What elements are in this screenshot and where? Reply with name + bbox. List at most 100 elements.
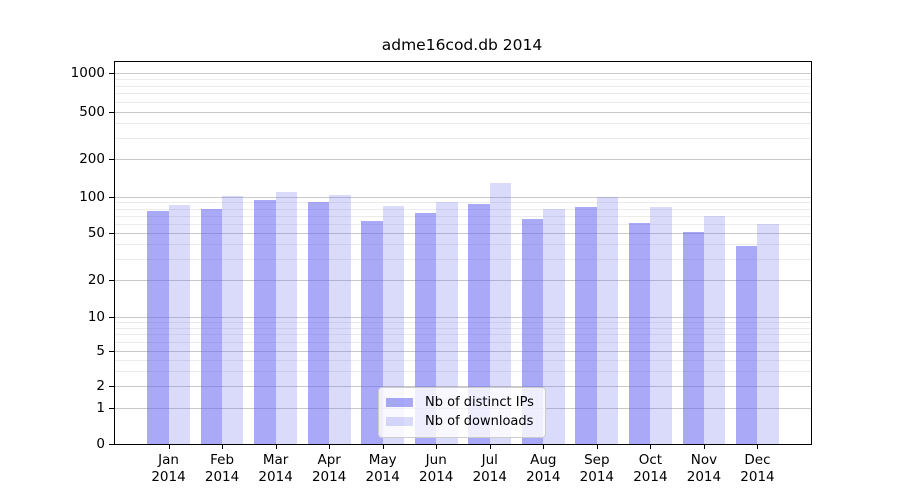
- x-axis-tick: [596, 444, 598, 449]
- y-axis-tick-label: 20: [87, 272, 105, 288]
- x-axis-tick: [436, 444, 438, 449]
- bar-downloads: [382, 206, 405, 444]
- gridline-minor: [115, 370, 811, 372]
- chart-title: adme16cod.db 2014: [381, 36, 543, 54]
- x-axis-tick: [650, 444, 652, 449]
- bar-distinct-ips: [254, 199, 276, 444]
- legend-label-distinct-ips: Nb of distinct IPs: [425, 395, 534, 410]
- gridline-minor: [115, 138, 811, 140]
- bar-downloads: [650, 206, 672, 444]
- bar-downloads: [703, 216, 726, 444]
- x-axis-tick: [168, 444, 170, 449]
- y-axis-tick-label: 1: [96, 400, 105, 416]
- y-axis-tick: [109, 197, 115, 198]
- legend-item-distinct-ips: Nb of distinct IPs: [379, 393, 545, 412]
- gridline-minor: [115, 123, 811, 125]
- y-axis-tick-label: 500: [79, 104, 105, 120]
- gridline-major: [115, 159, 811, 160]
- gridline-minor: [115, 101, 811, 103]
- x-axis-tick-label: May 2014: [365, 452, 400, 485]
- gridline-minor: [115, 215, 811, 217]
- legend-item-downloads: Nb of downloads: [379, 412, 545, 431]
- gridline-major: [115, 280, 811, 281]
- y-axis-tick-label: 100: [79, 189, 105, 205]
- x-axis-tick-label: Jan 2014: [151, 452, 186, 485]
- legend-label-downloads: Nb of downloads: [425, 414, 534, 429]
- x-axis-tick: [757, 444, 759, 449]
- x-axis-tick-label: Apr 2014: [311, 452, 347, 485]
- bar-downloads: [329, 195, 351, 444]
- bar-distinct-ips: [575, 206, 597, 444]
- y-axis-tick-label: 0: [96, 436, 105, 452]
- y-axis-tick-label: 2: [96, 378, 105, 394]
- bar-distinct-ips: [628, 222, 651, 444]
- y-axis-tick: [109, 159, 115, 160]
- gridline-minor: [115, 334, 811, 336]
- gridline-major: [115, 386, 811, 387]
- x-axis-tick: [543, 444, 545, 449]
- bar-downloads: [757, 224, 779, 444]
- gridline-minor: [115, 85, 811, 87]
- bar-downloads: [543, 208, 565, 444]
- y-axis-tick: [109, 317, 115, 318]
- legend: Nb of distinct IPs Nb of downloads: [378, 387, 546, 438]
- y-axis-tick: [109, 112, 115, 113]
- plot-area: Nb of distinct IPs Nb of downloads 0 1 2 5 1…: [71, 61, 812, 485]
- gridline-major: [115, 73, 811, 74]
- y-axis-tick: [109, 280, 115, 281]
- x-axis-tick: [489, 444, 491, 449]
- x-axis-tick: [275, 444, 277, 449]
- bar-distinct-ips: [414, 213, 437, 444]
- gridline-minor: [115, 78, 811, 80]
- y-axis-tick: [109, 73, 115, 74]
- gridline-minor: [115, 259, 811, 261]
- bar-downloads: [596, 197, 619, 444]
- y-axis-tick-label: 200: [79, 151, 105, 167]
- x-axis-tick-label: Jul 2014: [472, 452, 507, 485]
- bar-distinct-ips: [468, 204, 490, 444]
- bar-downloads: [222, 196, 244, 444]
- gridline-major: [115, 197, 811, 198]
- x-axis-tick-label: Oct 2014: [633, 452, 668, 485]
- bar-downloads: [436, 201, 458, 444]
- bar-downloads: [275, 191, 298, 444]
- x-axis-tick-label: Nov 2014: [686, 452, 722, 485]
- y-axis-tick-label: 50: [87, 225, 105, 241]
- x-axis-tick: [382, 444, 384, 449]
- x-axis-tick: [329, 444, 331, 449]
- bar-distinct-ips: [736, 245, 758, 444]
- legend-swatch-distinct-ips: [386, 398, 413, 407]
- x-axis-tick-label: Mar 2014: [258, 452, 293, 485]
- gridline-major: [115, 317, 811, 318]
- gridline-minor: [115, 244, 811, 246]
- gridline-major: [115, 112, 811, 113]
- gridline-major: [115, 233, 811, 234]
- bar-distinct-ips: [307, 202, 330, 444]
- gridline-major: [115, 351, 811, 352]
- bar-distinct-ips: [682, 231, 704, 444]
- y-axis-tick: [109, 351, 115, 352]
- bar-distinct-ips: [147, 211, 169, 444]
- y-axis-tick-label: 5: [96, 343, 105, 359]
- gridline-minor: [115, 208, 811, 210]
- x-axis-tick-label: Dec 2014: [740, 452, 775, 485]
- y-axis-tick: [109, 444, 115, 445]
- y-axis-tick: [109, 386, 115, 387]
- bar-distinct-ips: [361, 220, 383, 444]
- x-axis-tick-label: Aug 2014: [526, 452, 561, 485]
- gridline-minor: [115, 93, 811, 95]
- gridline-minor: [115, 202, 811, 204]
- x-axis-tick-label: Sep 2014: [579, 452, 615, 485]
- legend-swatch-downloads: [386, 417, 413, 426]
- bar-distinct-ips: [200, 208, 223, 444]
- gridline-minor: [115, 342, 811, 344]
- bar-downloads: [489, 183, 512, 444]
- gridline-minor: [115, 322, 811, 324]
- x-axis-tick: [703, 444, 705, 449]
- y-axis-tick-label: 10: [87, 309, 105, 325]
- bar-downloads: [168, 205, 190, 444]
- x-axis-tick-label: Jun 2014: [419, 452, 454, 485]
- y-axis-tick: [109, 408, 115, 409]
- gridline-minor: [115, 327, 811, 329]
